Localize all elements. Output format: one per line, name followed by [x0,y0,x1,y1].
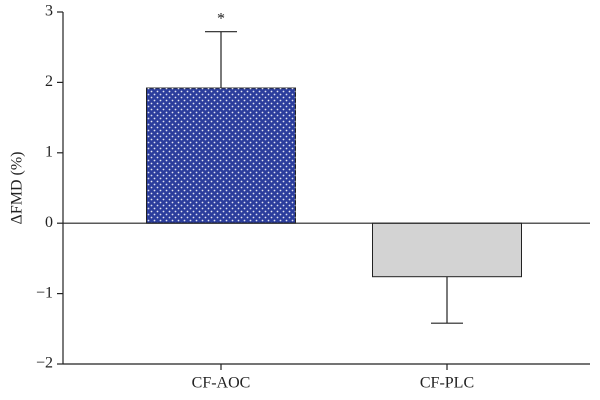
y-axis-label: ΔFMD (%) [9,152,26,225]
significance-marker: * [217,10,225,27]
y-tick-label: −2 [36,355,53,372]
bar-texture [146,88,296,224]
y-tick-label: 3 [45,3,53,20]
y-tick-label: 1 [45,143,53,160]
y-tick-label: 2 [45,73,53,90]
y-tick-label: −1 [36,284,53,301]
x-tick-label: CF-PLC [420,375,474,392]
x-tick-label: CF-AOC [192,375,251,392]
bar [372,222,522,278]
y-tick-label: 0 [45,214,53,231]
